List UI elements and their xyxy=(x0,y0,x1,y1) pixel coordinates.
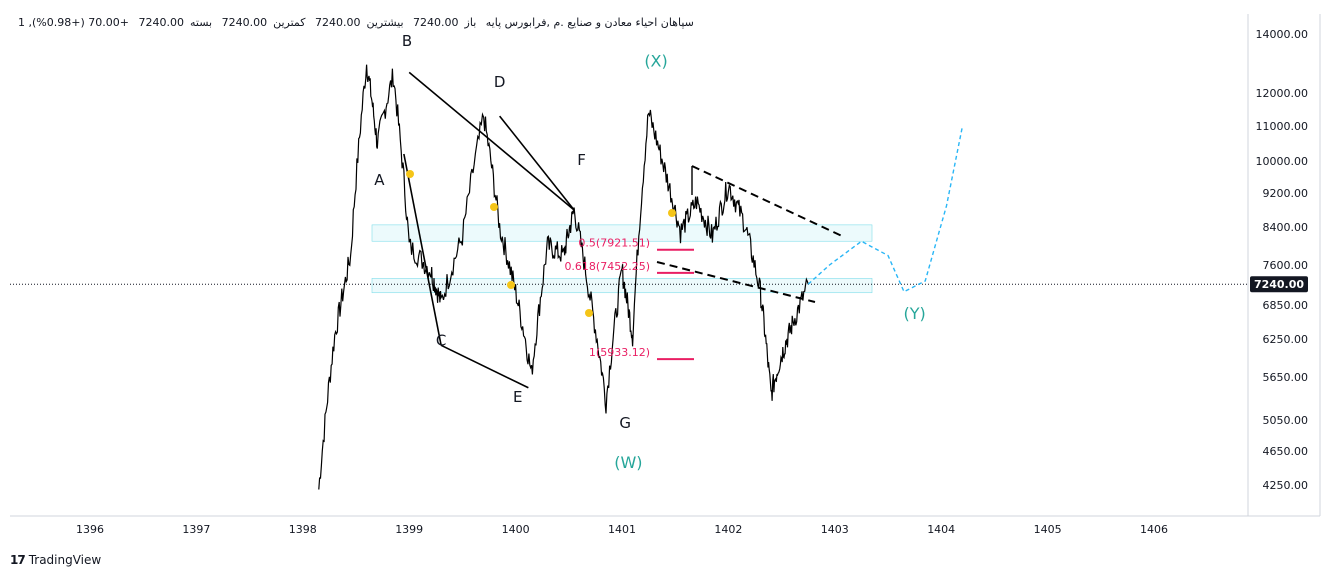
y-tick-label: 10000.00 xyxy=(1256,155,1309,168)
x-tick-label: 1399 xyxy=(395,523,423,536)
x-tick-label: 1406 xyxy=(1140,523,1168,536)
open-value: 7240.00 xyxy=(413,16,459,29)
fib-level-label: 0.5(7921.51) xyxy=(578,237,650,250)
wave-label: E xyxy=(513,388,522,406)
wave-label: (W) xyxy=(614,453,642,472)
triangle-lower-line xyxy=(656,261,816,303)
close-label: بسته xyxy=(189,16,213,29)
high-value: 7240.00 xyxy=(315,16,361,29)
wave-label: (X) xyxy=(644,51,667,70)
high-label: بیشترین xyxy=(366,16,404,29)
trend-line xyxy=(403,153,442,346)
x-tick-label: 1401 xyxy=(608,523,636,536)
wave-label: F xyxy=(577,151,586,169)
wave-label: G xyxy=(619,414,631,432)
y-tick-label: 9200.00 xyxy=(1263,187,1309,200)
trend-line xyxy=(408,71,575,211)
wave-label: B xyxy=(402,32,412,50)
y-tick-label: 4650.00 xyxy=(1263,445,1309,458)
tradingview-logo-icon: 17 xyxy=(10,553,26,567)
low-value: 7240.00 xyxy=(221,16,268,29)
footer: 17 TradingView xyxy=(10,553,101,567)
last-price-label: 7240.00 xyxy=(1254,278,1304,291)
forecast-path xyxy=(807,125,964,293)
signal-marker xyxy=(406,170,414,178)
wave-label: (Y) xyxy=(903,304,925,323)
y-tick-label: 12000.00 xyxy=(1256,87,1309,100)
open-label: باز xyxy=(464,16,477,29)
trend-line xyxy=(440,344,529,389)
y-tick-label: 6250.00 xyxy=(1263,333,1309,346)
signal-marker xyxy=(507,281,515,289)
symbol-header: 1 ,سپاهان احیاء معادن و صنایع .م ,فرابور… xyxy=(18,16,700,29)
symbol-title: 1 ,سپاهان احیاء معادن و صنایع .م ,فرابور… xyxy=(18,16,694,29)
fib-level-label: 0.618(7452.25) xyxy=(564,260,650,273)
signal-marker xyxy=(585,309,593,317)
support-zone xyxy=(371,278,873,294)
y-tick-label: 5650.00 xyxy=(1263,371,1309,384)
y-tick-label: 7600.00 xyxy=(1263,259,1309,272)
signal-marker xyxy=(490,203,498,211)
low-label: کمترین xyxy=(273,16,306,29)
x-tick-label: 1402 xyxy=(714,523,742,536)
y-tick-label: 4250.00 xyxy=(1263,479,1309,492)
close-value: 7240.00 xyxy=(138,16,184,29)
brand-label: TradingView xyxy=(28,553,102,567)
trend-line xyxy=(499,115,575,211)
y-tick-label: 11000.00 xyxy=(1256,120,1309,133)
x-tick-label: 1403 xyxy=(821,523,849,536)
x-tick-label: 1404 xyxy=(927,523,955,536)
signal-marker xyxy=(668,209,676,217)
y-tick-label: 14000.00 xyxy=(1256,28,1309,41)
price-series-line xyxy=(318,64,809,490)
x-tick-label: 1396 xyxy=(76,523,104,536)
y-tick-label: 6850.00 xyxy=(1263,299,1309,312)
wave-label: D xyxy=(494,73,506,91)
x-tick-label: 1405 xyxy=(1034,523,1062,536)
fib-level-label: 1(5933.12) xyxy=(589,346,650,359)
wave-label: C xyxy=(436,331,446,349)
last-price-badge xyxy=(1250,276,1308,293)
y-tick-label: 5050.00 xyxy=(1263,414,1309,427)
x-tick-label: 1398 xyxy=(289,523,317,536)
y-tick-label: 8400.00 xyxy=(1263,221,1309,234)
triangle-upper-line xyxy=(691,165,843,237)
wave-label: A xyxy=(374,171,385,189)
x-tick-label: 1400 xyxy=(502,523,530,536)
x-tick-label: 1397 xyxy=(182,523,210,536)
change-value: +70.00 (+0.98%) xyxy=(32,16,129,29)
